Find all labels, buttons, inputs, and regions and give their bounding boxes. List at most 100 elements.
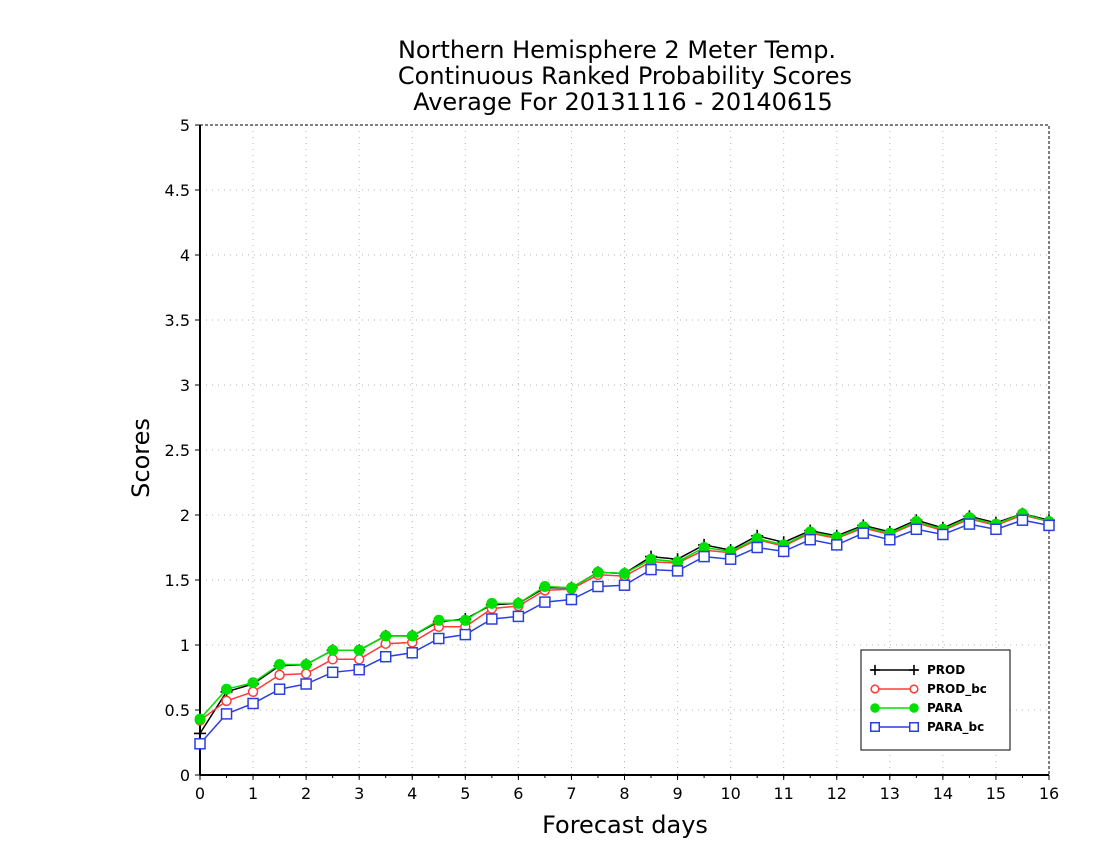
data-point (512, 597, 524, 609)
x-tick-label: 13 (880, 784, 900, 803)
x-tick-label: 10 (720, 784, 740, 803)
data-point (539, 596, 551, 608)
axes: 0 1 2 3 4 5 6 7 8 9 10 11 12 13 14 15 1600.511.522.533.5… (165, 116, 1060, 803)
data-point (592, 580, 604, 593)
data-point (406, 647, 418, 659)
series-para-bc (194, 514, 1055, 750)
y-tick-label: 4.5 (165, 181, 190, 200)
legend-marker (909, 722, 919, 732)
legend-marker (870, 703, 880, 713)
data-point (751, 541, 763, 554)
data-point (406, 630, 418, 642)
data-point (592, 566, 604, 578)
title-line-3: Average For 20131116 - 20140615 (413, 88, 833, 116)
data-point (300, 659, 312, 670)
x-tick-label: 7 (566, 784, 576, 803)
y-tick-label: 1 (180, 636, 190, 655)
x-tick-label: 3 (354, 784, 364, 803)
y-tick-label: 2.5 (165, 441, 190, 460)
data-point (1016, 514, 1029, 526)
data-point (671, 565, 684, 577)
data-point (645, 563, 657, 576)
data-point (194, 713, 206, 725)
y-tick-label: 3 (180, 376, 190, 395)
data-point (247, 686, 259, 698)
data-point (937, 528, 949, 541)
title-line-1: Northern Hemisphere 2 Meter Temp. (398, 36, 836, 64)
data-point (618, 579, 631, 591)
y-axis-label: Scores (127, 418, 155, 498)
x-tick-label: 8 (619, 784, 629, 803)
data-point (327, 654, 338, 665)
x-tick-label: 2 (301, 784, 311, 803)
legend-item: PROD (869, 663, 965, 677)
data-point (300, 678, 312, 690)
data-point (857, 527, 870, 539)
y-tick-label: 0 (180, 766, 190, 785)
data-point (274, 659, 286, 670)
data-point (353, 663, 365, 676)
x-tick-label: 9 (672, 784, 682, 803)
data-point (910, 523, 923, 536)
legend: PROD PROD_bc PARA PARA_bc (860, 649, 1011, 751)
data-point (459, 614, 471, 626)
data-point (194, 738, 206, 750)
x-axis-label: Forecast days (542, 811, 708, 839)
data-point (565, 593, 578, 606)
data-point (353, 654, 365, 665)
data-point (327, 644, 339, 656)
data-point (645, 553, 657, 565)
x-tick-label: 15 (986, 784, 1006, 803)
data-point (300, 668, 312, 679)
data-point (326, 666, 339, 679)
data-point (247, 697, 259, 710)
data-point (459, 628, 472, 641)
x-tick-label: 12 (827, 784, 847, 803)
legend-label: PARA_bc (927, 720, 984, 735)
x-tick-label: 11 (774, 784, 794, 803)
data-point (1043, 519, 1055, 532)
data-point (804, 533, 816, 546)
x-tick-label: 6 (513, 784, 523, 803)
data-point (433, 614, 445, 626)
x-tick-label: 14 (933, 784, 953, 803)
data-point (963, 518, 976, 530)
series-para (194, 508, 1055, 725)
data-point (194, 727, 206, 740)
data-point (831, 539, 843, 551)
x-tick-label: 1 (248, 784, 258, 803)
x-tick-label: 4 (407, 784, 417, 803)
x-tick-label: 5 (460, 784, 470, 803)
legend-label: PROD_bc (927, 682, 987, 697)
y-tick-label: 5 (180, 116, 190, 135)
data-point (698, 550, 710, 563)
legend-box (860, 649, 1011, 751)
legend-label: PARA (927, 701, 963, 715)
data-point (274, 669, 285, 681)
y-tick-label: 4 (180, 246, 190, 265)
y-tick-label: 1.5 (165, 571, 190, 590)
data-point (884, 533, 896, 546)
grid (200, 125, 1049, 775)
data-point (724, 553, 737, 565)
data-point (539, 581, 551, 592)
series-layer (194, 507, 1055, 750)
data-point (353, 644, 365, 656)
data-point (273, 683, 286, 695)
title-line-2: Continuous Ranked Probability Scores (398, 62, 852, 90)
legend-label: PROD (927, 663, 965, 677)
y-tick-label: 0.5 (165, 701, 190, 720)
data-point (221, 695, 232, 707)
data-point (433, 632, 445, 645)
legend-marker (870, 684, 880, 694)
legend-item: PARA_bc (870, 720, 984, 735)
legend-marker (870, 722, 880, 732)
x-tick-label: 16 (1039, 784, 1059, 803)
legend-marker (869, 664, 881, 676)
data-point (565, 582, 577, 594)
legend-marker (908, 664, 920, 676)
data-point (990, 523, 1002, 536)
data-point (619, 568, 630, 579)
data-point (379, 650, 392, 663)
